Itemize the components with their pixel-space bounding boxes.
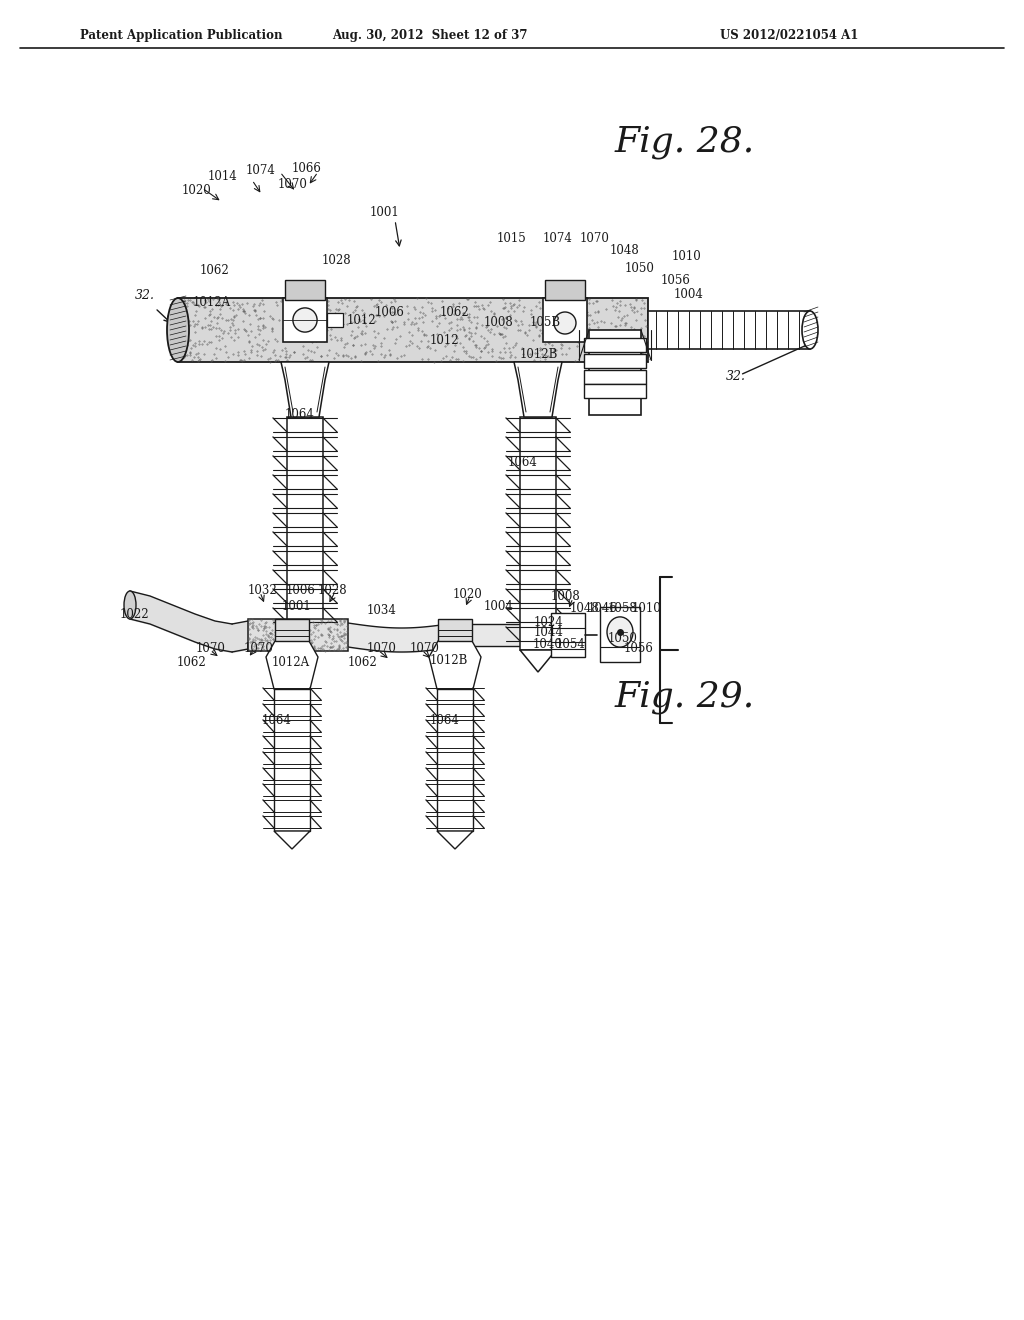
Text: 105B: 105B — [530, 315, 561, 329]
Text: 1010: 1010 — [672, 249, 701, 263]
Text: 1064: 1064 — [262, 714, 292, 726]
Text: 1010: 1010 — [632, 602, 662, 615]
Text: US 2012/0221054 A1: US 2012/0221054 A1 — [720, 29, 858, 41]
Text: 1056: 1056 — [662, 273, 691, 286]
Text: 1062: 1062 — [200, 264, 229, 276]
Polygon shape — [437, 832, 473, 849]
Ellipse shape — [802, 312, 818, 348]
Text: 1001: 1001 — [282, 599, 311, 612]
Polygon shape — [520, 649, 556, 672]
Polygon shape — [266, 642, 318, 689]
Bar — [543, 298, 587, 342]
Ellipse shape — [293, 308, 317, 333]
Text: 1032: 1032 — [248, 583, 278, 597]
Polygon shape — [429, 642, 481, 689]
Text: 1056: 1056 — [624, 642, 654, 655]
Bar — [178, 298, 648, 362]
Text: 1070: 1070 — [196, 643, 226, 656]
Text: 1006: 1006 — [286, 583, 315, 597]
Text: 1064: 1064 — [508, 455, 538, 469]
Ellipse shape — [554, 312, 575, 334]
Ellipse shape — [607, 616, 633, 647]
Ellipse shape — [124, 591, 136, 619]
Bar — [437, 689, 473, 832]
Text: 1006: 1006 — [375, 305, 404, 318]
Bar — [584, 384, 646, 399]
Bar — [285, 280, 325, 300]
Bar — [248, 619, 348, 651]
Bar — [275, 619, 309, 642]
Text: 1020: 1020 — [182, 183, 212, 197]
Text: 1064: 1064 — [285, 408, 314, 421]
Bar — [648, 312, 810, 348]
Text: 1012B: 1012B — [520, 348, 558, 362]
Text: 1012: 1012 — [347, 314, 377, 326]
Text: 1064: 1064 — [430, 714, 460, 726]
Text: 1001: 1001 — [370, 206, 399, 219]
Bar — [584, 354, 646, 368]
Polygon shape — [281, 362, 329, 417]
Polygon shape — [287, 635, 323, 657]
Text: Fig. 28.: Fig. 28. — [615, 125, 756, 158]
Text: 1062: 1062 — [348, 656, 378, 668]
Text: 1066: 1066 — [292, 161, 322, 174]
Bar — [327, 313, 343, 327]
Text: 1054: 1054 — [556, 638, 586, 651]
Bar — [438, 619, 472, 642]
Bar — [545, 280, 585, 300]
Text: 1046: 1046 — [588, 602, 617, 615]
Text: 1074: 1074 — [246, 164, 275, 177]
Text: 1074: 1074 — [543, 231, 572, 244]
Text: 32.: 32. — [726, 370, 746, 383]
Text: 1070: 1070 — [367, 643, 397, 656]
Text: 1028: 1028 — [318, 583, 347, 597]
Text: 1070: 1070 — [278, 177, 308, 190]
Text: 1058: 1058 — [608, 602, 638, 615]
Text: 1070: 1070 — [410, 643, 440, 656]
Text: 1004: 1004 — [484, 599, 514, 612]
Bar — [600, 607, 640, 663]
Text: 1050: 1050 — [625, 261, 655, 275]
Text: Patent Application Publication: Patent Application Publication — [80, 29, 283, 41]
Text: 1008: 1008 — [551, 590, 581, 602]
Bar — [287, 417, 323, 635]
Polygon shape — [274, 832, 310, 849]
Bar — [520, 417, 556, 649]
Text: 1070: 1070 — [580, 231, 610, 244]
Text: Aug. 30, 2012  Sheet 12 of 37: Aug. 30, 2012 Sheet 12 of 37 — [332, 29, 527, 41]
Bar — [584, 338, 646, 352]
Bar — [584, 370, 646, 384]
Text: 1022: 1022 — [120, 607, 150, 620]
Text: 1048: 1048 — [570, 602, 600, 615]
Text: 1014: 1014 — [208, 170, 238, 183]
Text: 1008: 1008 — [484, 315, 514, 329]
Text: 1062: 1062 — [440, 305, 470, 318]
Text: 1034: 1034 — [367, 603, 397, 616]
Text: 1015: 1015 — [497, 231, 526, 244]
Text: 1004: 1004 — [674, 288, 703, 301]
Text: 1050: 1050 — [608, 631, 638, 644]
Text: 1044: 1044 — [534, 627, 564, 639]
Text: 1012: 1012 — [430, 334, 460, 346]
Text: 32.: 32. — [135, 289, 155, 302]
Text: 1020: 1020 — [453, 587, 482, 601]
Text: 1012A: 1012A — [193, 297, 231, 309]
Bar — [589, 330, 641, 414]
Text: 1048: 1048 — [610, 243, 640, 256]
Text: 1024: 1024 — [534, 615, 564, 628]
Polygon shape — [514, 362, 562, 417]
Text: 1040: 1040 — [534, 638, 563, 651]
Text: 1012A: 1012A — [272, 656, 310, 668]
Text: 1070: 1070 — [244, 643, 273, 656]
Ellipse shape — [167, 298, 189, 362]
Text: 1028: 1028 — [322, 253, 351, 267]
Bar — [274, 689, 310, 832]
Text: Fig. 29.: Fig. 29. — [615, 680, 756, 714]
Text: 1062: 1062 — [177, 656, 207, 668]
Text: 1012B: 1012B — [430, 653, 468, 667]
Bar — [283, 298, 327, 342]
Bar — [551, 612, 585, 657]
